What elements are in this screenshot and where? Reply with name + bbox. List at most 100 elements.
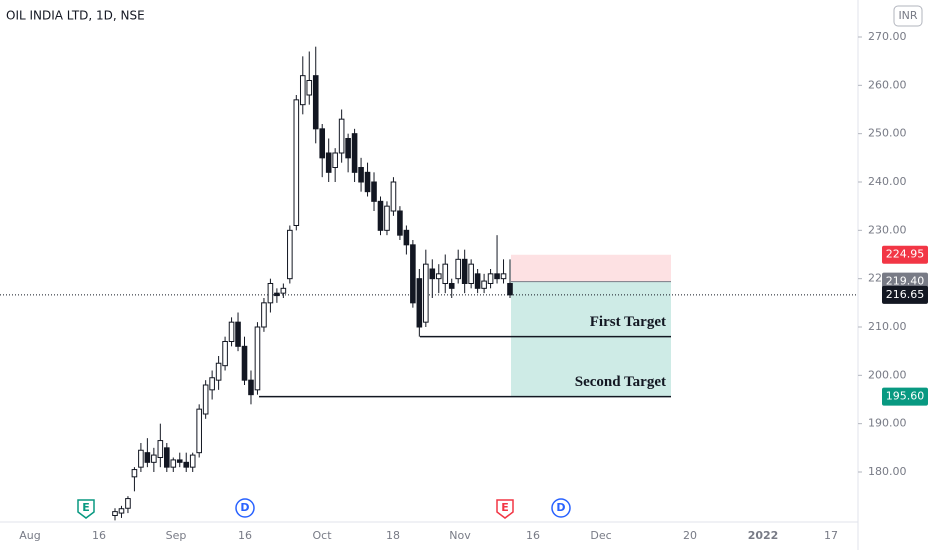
price-label-box xyxy=(882,387,928,406)
dividend-marker xyxy=(551,498,571,518)
candle-body xyxy=(371,181,377,202)
x-tick-label: 18 xyxy=(386,529,400,542)
candle-body xyxy=(241,345,248,381)
y-tick-label: 240.00 xyxy=(868,175,907,188)
candle-body xyxy=(170,459,177,468)
candle-body xyxy=(248,379,254,396)
event-letter: E xyxy=(82,501,90,514)
candle-body xyxy=(228,321,235,342)
candle-body xyxy=(118,508,125,514)
stop-zone xyxy=(511,254,671,282)
dividend-marker xyxy=(235,498,255,518)
candle-body xyxy=(332,152,338,168)
candle-body xyxy=(345,137,351,159)
candle-body xyxy=(209,377,215,391)
candle-body xyxy=(287,229,293,280)
currency-button[interactable] xyxy=(893,5,923,27)
candle-body xyxy=(144,452,151,463)
currency-label[interactable]: INR xyxy=(898,9,917,22)
price-label-box xyxy=(882,245,928,264)
x-tick-label: 17 xyxy=(824,529,838,542)
candle-body xyxy=(461,258,468,284)
candle-body xyxy=(468,263,474,284)
candle-body xyxy=(306,79,313,96)
target-label: Second Target xyxy=(575,374,666,390)
candle-body xyxy=(157,440,164,458)
candle-body xyxy=(338,118,345,154)
candle-body xyxy=(138,449,144,468)
candle-body xyxy=(435,273,442,280)
candle-body xyxy=(176,459,183,463)
candle-body xyxy=(274,292,280,297)
candle-body xyxy=(500,273,507,280)
x-tick-label: 16 xyxy=(238,529,252,542)
candle-body xyxy=(455,258,461,280)
x-tick-label: Sep xyxy=(166,529,187,542)
y-tick-label: 230.00 xyxy=(868,223,907,236)
chart-title: OIL INDIA LTD, 1D, NSE xyxy=(6,9,145,23)
y-tick-label: 270.00 xyxy=(868,30,907,43)
event-letter: D xyxy=(240,501,249,514)
earnings-marker xyxy=(77,499,95,519)
y-tick-label: 180.00 xyxy=(868,465,907,478)
candle-body xyxy=(319,128,326,159)
candle-body xyxy=(267,282,274,304)
x-tick-label: Oct xyxy=(312,529,332,542)
x-tick-label: Dec xyxy=(590,529,611,542)
candle-body xyxy=(377,200,384,231)
x-tick-label: 16 xyxy=(526,529,540,542)
candle-body xyxy=(164,447,170,468)
price-label-box xyxy=(882,285,928,304)
candle-body xyxy=(189,454,196,468)
candle-body xyxy=(280,287,287,294)
candle-body xyxy=(448,282,455,289)
target-zone xyxy=(511,281,671,397)
candle-body xyxy=(507,282,513,296)
candle-body xyxy=(312,75,319,130)
target-label: First Target xyxy=(590,314,666,330)
price-label: 224.95 xyxy=(886,248,925,261)
price-label: 195.60 xyxy=(886,390,925,403)
candle-body xyxy=(358,166,364,183)
candle-body xyxy=(364,171,371,193)
candle-body xyxy=(235,321,241,347)
candle-body xyxy=(397,210,403,236)
y-tick-label: 190.00 xyxy=(868,417,907,430)
earnings-marker xyxy=(496,499,514,519)
candle-body xyxy=(410,244,416,304)
candle-body xyxy=(196,408,202,454)
candle-body xyxy=(403,229,410,246)
candle-body xyxy=(293,99,300,226)
candle-body xyxy=(125,498,131,509)
event-letter: D xyxy=(556,501,565,514)
x-tick-label: Nov xyxy=(449,529,471,542)
candle-body xyxy=(112,511,118,516)
candle-body xyxy=(390,181,397,212)
candle-body xyxy=(151,454,157,463)
y-tick-label: 260.00 xyxy=(868,78,907,91)
candle-body xyxy=(429,268,436,280)
candle-body xyxy=(416,278,423,328)
candle-body xyxy=(442,263,449,284)
price-label: 219.40 xyxy=(886,275,925,288)
y-tick-label: 200.00 xyxy=(868,368,907,381)
candle-body xyxy=(215,362,222,381)
candle-body xyxy=(423,263,429,323)
candle-body xyxy=(481,280,487,289)
candle-body xyxy=(261,302,267,328)
x-tick-label: Aug xyxy=(19,529,40,542)
candle-body xyxy=(202,384,209,415)
x-tick-label: 16 xyxy=(92,529,106,542)
candle-body xyxy=(254,326,261,391)
candle-body xyxy=(384,205,390,231)
x-tick-label: 2022 xyxy=(748,529,779,542)
candle-body xyxy=(325,152,332,173)
candle-body xyxy=(299,75,306,106)
y-tick-label: 210.00 xyxy=(868,320,907,333)
price-label: 216.65 xyxy=(886,288,925,301)
candle-body xyxy=(351,133,358,173)
y-tick-label: 250.00 xyxy=(868,127,907,140)
candle-body xyxy=(474,273,481,289)
candle-body xyxy=(494,273,500,280)
